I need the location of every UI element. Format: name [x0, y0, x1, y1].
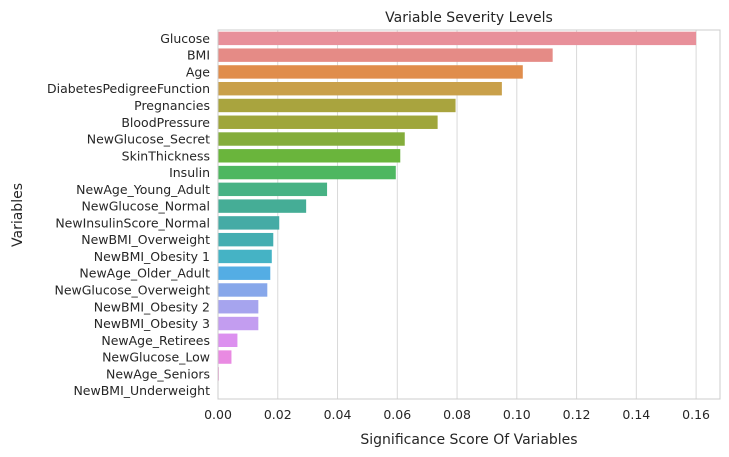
x-tick-labels: 0.00 0.02 0.04 0.06 0.08 0.10 0.12 0.14 0.16: [204, 407, 710, 422]
y-tick-label: NewBMI_Obesity 3: [94, 316, 210, 331]
bar: [218, 216, 280, 230]
bar: [218, 48, 553, 62]
bar: [218, 266, 271, 280]
bar: [218, 65, 523, 79]
y-tick-label: NewAge_Seniors: [106, 366, 210, 381]
x-tick-label: 0.12: [563, 407, 591, 422]
bar: [218, 199, 307, 213]
bar: [218, 333, 238, 348]
y-tick-label: NewGlucose_Normal: [81, 199, 210, 214]
x-tick-label: 0.02: [264, 407, 292, 422]
y-tick-label: Glucose: [160, 31, 210, 46]
x-tick-label: 0.10: [503, 407, 531, 422]
y-tick-label: NewAge_Retirees: [101, 333, 210, 348]
plot-area-frame: [217, 29, 721, 400]
y-tick-label: NewBMI_Obesity 1: [94, 249, 210, 264]
y-tick-label: NewInsulinScore_Normal: [55, 215, 210, 230]
y-tick-label: Pregnancies: [134, 98, 210, 113]
x-tick-label: 0.04: [324, 407, 352, 422]
y-tick-label: NewAge_Older_Adult: [79, 266, 210, 281]
bar: [218, 81, 502, 96]
y-tick-label: Insulin: [169, 165, 210, 180]
x-axis-title: Significance Score Of Variables: [360, 432, 577, 448]
y-tick-label: NewGlucose_Overweight: [54, 282, 210, 297]
y-tick-label: SkinThickness: [122, 148, 210, 163]
bar: [218, 115, 438, 129]
bar: [218, 350, 232, 364]
bar: [218, 182, 328, 197]
x-tick-label: 0.16: [682, 407, 710, 422]
y-tick-label: NewGlucose_Low: [102, 350, 210, 365]
bar: [218, 300, 259, 314]
chart-title: Variable Severity Levels: [385, 10, 553, 26]
bar: [218, 316, 259, 331]
bar: [218, 165, 396, 180]
y-tick-label: DiabetesPedigreeFunction: [47, 81, 210, 96]
x-tick-label: 0.14: [622, 407, 650, 422]
y-tick-label: Age: [186, 64, 210, 79]
bar: [218, 249, 272, 264]
bar: [218, 98, 456, 113]
y-tick-label: NewBMI_Overweight: [81, 232, 210, 247]
y-tick-label: NewBMI_Underweight: [73, 383, 210, 398]
x-tick-label: 0.08: [443, 407, 471, 422]
bars: [218, 31, 697, 398]
y-axis-title: Variables: [10, 183, 26, 247]
y-tick-label: NewAge_Young_Adult: [76, 182, 210, 197]
bar: [218, 132, 405, 146]
y-tick-label: BloodPressure: [121, 115, 210, 130]
bar: [218, 31, 697, 46]
bar: [218, 232, 274, 247]
y-tick-label: NewBMI_Obesity 2: [94, 299, 210, 314]
bar: [218, 283, 268, 297]
y-tick-label: BMI: [187, 48, 210, 63]
x-tick-label: 0.00: [204, 407, 232, 422]
x-tick-label: 0.06: [383, 407, 411, 422]
y-tick-label: NewGlucose_Secret: [87, 132, 210, 147]
bar: [218, 149, 401, 163]
